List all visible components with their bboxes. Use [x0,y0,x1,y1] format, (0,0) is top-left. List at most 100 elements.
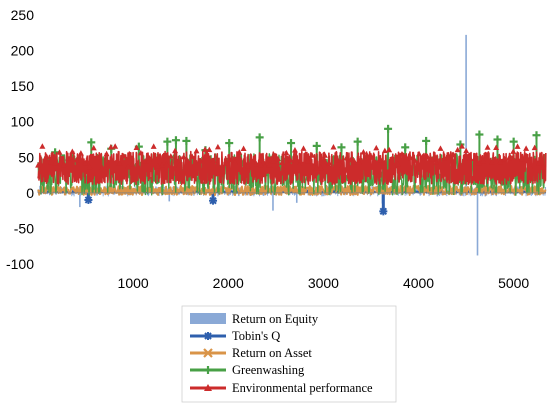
environmental-performance-marker [321,152,328,158]
environmental-performance-marker [309,152,316,158]
environmental-performance-marker [373,144,380,151]
environmental-performance-marker [518,156,525,162]
environmental-performance-marker [356,159,363,165]
legend-label: Tobin's Q [232,329,280,343]
environmental-performance-marker [283,149,290,156]
legend-marker [204,332,212,340]
environmental-performance-marker [433,159,440,165]
environmental-performance-marker [159,161,166,168]
legend-marker [204,384,212,391]
environmental-performance-marker [300,145,307,151]
environmental-performance-marker [390,163,397,169]
environmental-performance-marker [407,154,414,161]
environmental-performance-marker [232,159,239,165]
environmental-performance-marker [52,160,59,166]
environmental-performance-marker [467,155,474,161]
environmental-performance-marker [219,161,226,168]
environmental-performance-marker [116,160,123,166]
legend: Return on Equity Tobin's Q Return on Asset… [181,305,397,403]
environmental-performance-marker [197,157,204,164]
environmental-performance-marker [330,144,337,150]
environmental-performance-marker [510,148,517,154]
environmental-performance-marker [428,156,435,162]
environmental-performance-marker [420,152,427,159]
environmental-performance-marker [437,145,444,151]
environmental-performance-marker [497,158,504,165]
environmental-performance-marker [266,162,273,168]
environmental-performance-marker [347,156,354,163]
legend-item: Return on Asset [190,346,312,360]
environmental-performance-marker [129,161,136,167]
environmental-performance-marker [351,159,358,165]
environmental-performance-marker [95,154,102,160]
environmental-performance-marker [82,159,89,166]
environmental-performance-marker [223,160,230,166]
environmental-performance-marker [202,146,209,152]
tobins-q-marker [379,207,388,216]
environmental-performance-marker [214,143,221,150]
environmental-performance-marker [493,144,500,150]
environmental-performance-marker [43,153,50,159]
environmental-performance-marker [150,143,157,149]
legend-item: Greenwashing [190,363,305,377]
environmental-performance-marker [69,148,76,154]
y-tick-label: -100 [6,256,34,272]
legend-label: Greenwashing [232,363,305,377]
y-tick-label: 100 [11,114,35,130]
legend-label: Environmental performance [232,381,373,395]
x-tick-label: 5000 [498,275,529,291]
legend-marker [203,348,213,358]
environmental-performance-marker [540,164,547,170]
environmental-performance-marker [317,164,324,171]
environmental-performance-marker [120,152,127,159]
environmental-performance-marker [99,164,106,171]
environmental-performance-marker [172,147,179,154]
environmental-performance-marker [287,157,294,163]
environmental-performance-marker [184,157,191,164]
environmental-performance-marker [488,159,495,165]
environmental-performance-marker [381,147,388,154]
environmental-performance-marker [313,164,320,171]
environmental-performance-marker [180,153,187,160]
environmental-performance-marker [398,150,405,157]
environmental-performance-marker [261,163,268,169]
environmental-performance-marker [386,146,393,153]
environmental-performance-marker [107,143,114,150]
environmental-performance-marker [441,154,448,161]
environmental-performance-marker [326,159,333,166]
y-tick-label: 50 [18,149,34,165]
y-tick-label: 250 [11,7,35,23]
environmental-performance-marker [270,157,277,164]
environmental-performance-marker [523,145,530,151]
y-tick-label: 200 [11,43,35,59]
environmental-performance-marker [416,150,423,157]
plot-area [35,34,547,256]
environmental-performance-marker [274,155,281,162]
environmental-performance-marker [163,160,170,167]
environmental-performance-marker [446,156,453,162]
environmental-performance-marker [454,146,461,153]
series-environmental-performance [35,143,547,186]
environmental-performance-marker [210,157,217,164]
y-tick-label: 0 [26,185,34,201]
environmental-performance-marker [86,163,93,170]
x-tick-label: 4000 [403,275,434,291]
environmental-performance-marker [463,147,470,154]
environmental-performance-marker [167,153,174,159]
environmental-performance-marker [146,157,153,163]
environmental-performance-marker [240,145,247,151]
environmental-performance-marker [77,150,84,156]
environmental-performance-marker [65,155,72,161]
environmental-performance-marker [304,157,311,164]
environmental-performance-marker [103,150,110,157]
environmental-performance-marker [411,157,418,163]
environmental-performance-marker [394,160,401,167]
environmental-performance-marker [257,161,264,168]
environmental-performance-marker [39,143,46,149]
environmental-performance-marker [60,161,67,168]
environmental-performance-marker [501,155,508,162]
environmental-performance-marker [137,149,144,156]
environmental-performance-marker [124,163,131,170]
environmental-performance-marker [480,157,487,164]
